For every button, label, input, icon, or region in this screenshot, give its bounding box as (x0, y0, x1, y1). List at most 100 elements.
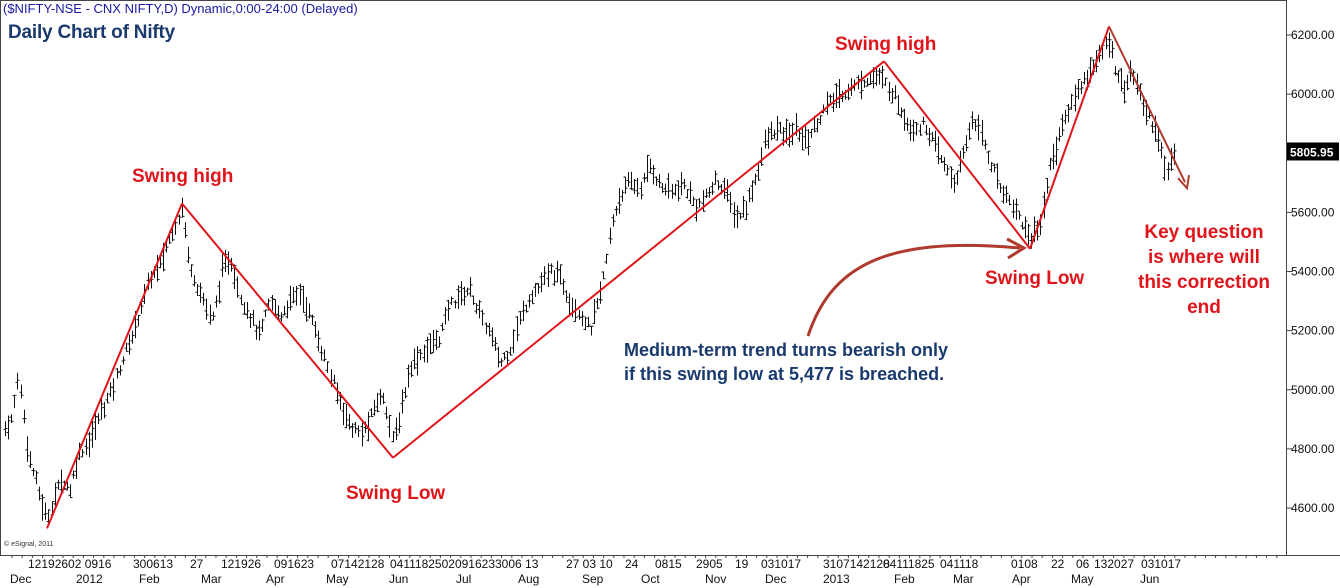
ohlc-bar (645, 154, 650, 182)
ohlc-bar (56, 479, 61, 490)
x-month-label: 2012 (76, 572, 103, 586)
ohlc-bar (933, 130, 938, 152)
x-day-label: 2905 (696, 557, 723, 571)
ohlc-bar (480, 309, 485, 326)
ohlc-bar (1119, 68, 1124, 92)
ohlc-bar (242, 302, 247, 315)
ohlc-bar (750, 180, 755, 202)
ohlc-bar (310, 314, 315, 326)
ohlc-bar (741, 195, 746, 218)
ohlc-bar (270, 295, 275, 311)
ohlc-bar (434, 329, 439, 350)
ohlc-bar (924, 124, 929, 136)
ohlc-bar (716, 180, 721, 191)
ohlc-bar (505, 350, 510, 364)
ohlc-bar (539, 272, 544, 293)
ohlc-bar (1026, 223, 1031, 245)
ohlc-bar (626, 171, 631, 187)
ohlc-bar (617, 188, 622, 214)
ohlc-bar (1004, 185, 1009, 204)
ohlc-bar (115, 368, 120, 379)
ohlc-bar (601, 271, 606, 280)
ohlc-bar (865, 77, 870, 87)
medium-term-line-2: if this swing low at 5,477 is breached. (624, 364, 945, 384)
ohlc-bar (288, 285, 293, 311)
ohlc-bar (1169, 147, 1174, 172)
ohlc-bar (369, 408, 374, 418)
x-month-label: Aug (518, 572, 539, 586)
ohlc-bar (418, 349, 423, 361)
ohlc-bar (676, 180, 681, 202)
curved-arrowhead (1006, 237, 1028, 260)
ohlc-bar (25, 436, 30, 462)
ohlc-bar (1011, 199, 1016, 219)
x-month-label: Apr (1012, 572, 1031, 586)
ohlc-bar (778, 121, 783, 134)
ohlc-bar (319, 345, 324, 361)
x-day-label: 24 (625, 557, 639, 571)
ohlc-bar (443, 307, 448, 325)
projection-arrowhead (1177, 175, 1190, 191)
ohlc-bar (409, 361, 414, 378)
ohlc-bar (22, 409, 27, 424)
y-tick-label: 5400.00 (1291, 265, 1335, 279)
ohlc-bar (806, 129, 811, 156)
ohlc-bar (415, 346, 420, 376)
ohlc-bar (254, 324, 259, 340)
ohlc-bar (642, 172, 647, 183)
ohlc-bar (378, 388, 383, 405)
x-day-label: 04111825020916233006 13 (390, 557, 539, 571)
swing-trendline (181, 202, 394, 459)
ohlc-bar (797, 128, 802, 142)
ohlc-bar (834, 83, 839, 109)
ohlc-bar (518, 310, 523, 325)
key-question-line-3: this correction (1138, 272, 1270, 293)
ohlc-bar (260, 319, 265, 332)
swing-trendline (883, 60, 1031, 250)
ohlc-bar (580, 311, 585, 327)
ohlc-bar (459, 281, 464, 306)
ohlc-bar (1023, 216, 1028, 239)
ohlc-bar (803, 124, 808, 149)
ohlc-bar (694, 199, 699, 222)
ohlc-bar (735, 205, 740, 229)
ohlc-bar (456, 285, 461, 309)
ohlc-bar (111, 378, 116, 401)
ohlc-bar (772, 129, 777, 139)
ohlc-bar (632, 178, 637, 195)
ohlc-bar (586, 316, 591, 328)
ohlc-bar (961, 145, 966, 159)
ohlc-bar (155, 255, 160, 282)
ohlc-bar (704, 188, 709, 198)
ohlc-bar (673, 183, 678, 196)
ohlc-bar (471, 295, 476, 305)
ohlc-bar (980, 119, 985, 146)
ohlc-bar (211, 311, 216, 321)
ohlc-bar (964, 135, 969, 152)
ohlc-bar (825, 91, 830, 115)
ohlc-bar (868, 72, 873, 85)
x-day-label: 22 (1051, 557, 1065, 571)
ohlc-bar (905, 117, 910, 132)
ohlc-bar (220, 253, 225, 277)
ohlc-bar (449, 296, 454, 306)
ohlc-bar (1063, 109, 1068, 125)
ohlc-bar (862, 79, 867, 88)
x-day-label: 091623 (274, 557, 314, 571)
ohlc-bar (1122, 80, 1127, 104)
ohlc-bar (1017, 210, 1022, 220)
ohlc-bar (1110, 41, 1115, 59)
ohlc-bar (465, 287, 470, 296)
plot-frame (0, 0, 1287, 556)
ohlc-bar (533, 283, 538, 297)
ohlc-bar (874, 67, 879, 86)
curved-arrow (806, 243, 1021, 337)
ohlc-bar (347, 413, 352, 430)
ohlc-bar (3, 421, 8, 437)
swing-trendline (1029, 26, 1110, 250)
ohlc-bar (422, 344, 427, 363)
ohlc-bar (592, 298, 597, 324)
ohlc-bar (899, 107, 904, 119)
ohlc-bar (487, 322, 492, 337)
ohlc-bar (87, 431, 92, 458)
